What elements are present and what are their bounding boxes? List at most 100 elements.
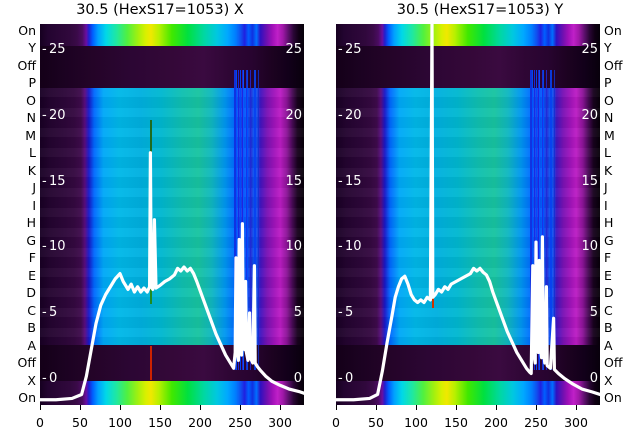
y-tick-label: -5	[42, 305, 58, 321]
category-axis-right: On Y Off P O N M L K J I H G F E D C B A Off X On	[600, 24, 640, 405]
category-axis-label: M	[25, 127, 36, 143]
heatmap-image-x	[40, 24, 304, 405]
profile-trace-y	[336, 24, 600, 405]
x-tick-label: 200	[484, 415, 508, 430]
category-axis-label: P	[28, 75, 36, 91]
heatmap-band	[336, 24, 600, 46]
heatmap-vertical-stripe	[234, 70, 236, 370]
category-axis-label: D	[604, 285, 614, 301]
category-axis-label: H	[26, 215, 36, 231]
category-axis-label: I	[604, 197, 608, 213]
heatmap-vertical-stripe	[245, 70, 247, 370]
category-axis-label: L	[604, 145, 611, 161]
category-axis-label: J	[32, 180, 36, 196]
x-tick-mark	[576, 405, 577, 410]
panel-title-x: 30.5 (HexS17=1053) X	[76, 2, 244, 18]
category-axis-label: L	[29, 145, 36, 161]
y-tick-label: 0	[589, 370, 598, 386]
x-axis-right: 0 50 100 150 200 250 300	[332, 405, 600, 439]
category-axis-label: E	[28, 267, 36, 283]
heatmap-plot-x[interactable]: -0 0 -5 5 -10 10 -15 15 -20 20 -25 25	[40, 24, 304, 405]
y-tick-label: 25	[285, 42, 302, 58]
heatmap-vertical-stripe	[254, 70, 256, 370]
category-axis-label: Off	[604, 57, 623, 73]
category-axis-label: C	[604, 302, 613, 318]
category-axis-label: K	[604, 162, 613, 178]
heatmap-row-texture	[336, 88, 600, 345]
y-tick-label: -25	[338, 42, 362, 58]
panel-x: 30.5 (HexS17=1053) X On Y Off P O N M L K J I H G F E D…	[0, 2, 304, 439]
y-tick-label: -15	[338, 173, 362, 189]
y-tick-label: 5	[293, 305, 302, 321]
heatmap-band	[336, 46, 600, 70]
y-tick-label: 10	[581, 239, 598, 255]
x-tick-label: 300	[564, 415, 588, 430]
category-axis-label: D	[26, 285, 36, 301]
y-tick-label: -10	[338, 239, 362, 255]
x-tick-label: 0	[332, 415, 340, 430]
heatmap-vertical-stripe	[553, 70, 555, 370]
heatmap-plot-y[interactable]: -0 0 -5 5 -10 10 -15 15 -20 20 -25 25	[336, 24, 600, 405]
category-axis-label: Y	[604, 40, 612, 56]
heatmap-vertical-stripe	[533, 70, 535, 370]
heatmap-vertical-stripe	[241, 70, 243, 370]
x-tick-mark	[160, 405, 161, 410]
panel-y: 30.5 (HexS17=1053) Y -0 0 -5 5 -10 10 -15 15 -20…	[320, 0, 640, 440]
heatmap-vertical-stripe	[541, 70, 543, 370]
heatmap-vertical-stripe	[247, 70, 249, 370]
heatmap-vertical-stripe	[532, 70, 533, 370]
heatmap-vertical-stripe	[249, 70, 251, 370]
x-tick-mark	[416, 405, 417, 410]
profile-line	[40, 153, 304, 400]
category-axis-label: On	[18, 390, 36, 405]
heatmap-vertical-stripe	[536, 70, 537, 370]
y-tick-label: -5	[338, 305, 354, 321]
heatmap-band	[40, 88, 304, 345]
category-axis-label: J	[604, 180, 608, 196]
heatmap-band	[336, 88, 600, 345]
heatmap-vertical-stripe	[539, 70, 541, 370]
y-tick-label: 20	[581, 107, 598, 123]
heatmap-vertical-stripe	[545, 70, 547, 370]
profile-trace-x	[40, 24, 304, 405]
category-axis-label: A	[27, 337, 36, 353]
x-axis-left: 0 50 100 150 200 250 300	[36, 405, 304, 439]
category-axis-label: B	[604, 320, 613, 336]
category-axis-label: B	[27, 320, 36, 336]
x-tick-mark	[80, 405, 81, 410]
category-axis-label: F	[28, 250, 36, 266]
x-tick-label: 50	[72, 415, 88, 430]
category-axis-label: H	[604, 215, 614, 231]
category-axis-label: G	[26, 232, 36, 248]
category-axis-left: On Y Off P O N M L K J I H G F E D C B A Off X On	[0, 24, 40, 405]
x-tick-mark	[376, 405, 377, 410]
y-tick-label: 0	[293, 370, 302, 386]
y-tick-label: -20	[338, 107, 362, 123]
heatmap-image-y	[336, 24, 600, 405]
x-tick-label: 300	[268, 415, 292, 430]
x-tick-label: 250	[228, 415, 252, 430]
profile-line	[336, 24, 600, 400]
y-tick-label: -20	[42, 107, 66, 123]
x-tick-label: 200	[188, 415, 212, 430]
category-axis-label: Off	[17, 355, 36, 371]
x-tick-label: 100	[108, 415, 132, 430]
x-tick-label: 50	[368, 415, 384, 430]
x-tick-mark	[336, 405, 337, 410]
category-axis-label: E	[604, 267, 612, 283]
heatmap-vertical-stripe	[257, 70, 259, 370]
x-tick-mark	[200, 405, 201, 410]
category-axis-label: On	[604, 23, 622, 38]
x-tick-mark	[120, 405, 121, 410]
category-axis-label: N	[604, 110, 614, 126]
category-axis-label: I	[32, 197, 36, 213]
heatmap-vertical-stripe	[240, 70, 241, 370]
x-tick-mark	[456, 405, 457, 410]
y-tick-label: -10	[42, 239, 66, 255]
x-tick-label: 0	[36, 415, 44, 430]
y-tick-label: 5	[589, 305, 598, 321]
heatmap-vertical-stripe	[550, 70, 552, 370]
category-axis-label: Y	[28, 40, 36, 56]
heatmap-marker-line	[150, 346, 152, 380]
